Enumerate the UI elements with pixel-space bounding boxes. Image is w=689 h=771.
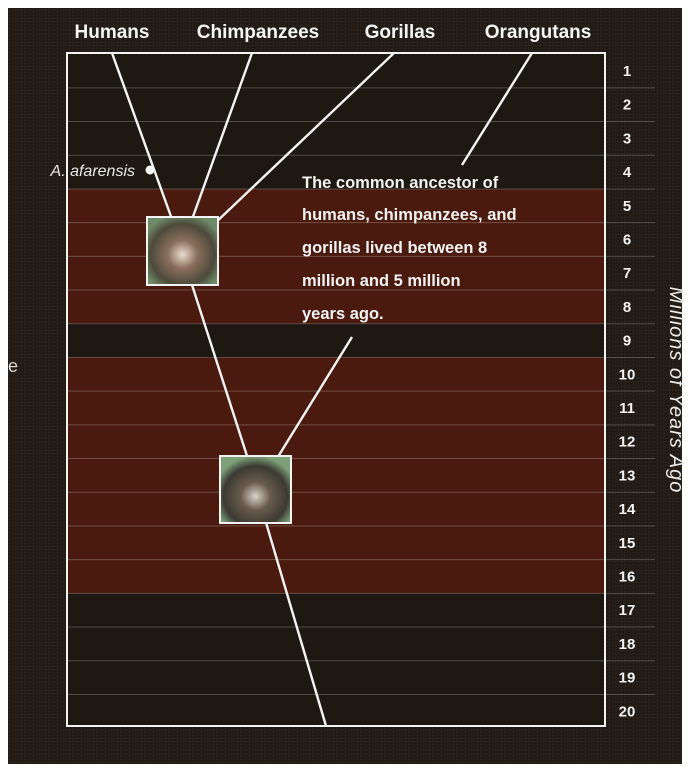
species-label-afarensis: A. afarensis — [50, 163, 135, 180]
annotation-line-4: million and 5 million — [302, 272, 461, 290]
tick-label: 2 — [623, 97, 631, 114]
tick-label: 15 — [619, 535, 636, 552]
label-gorillas: Gorillas — [365, 22, 436, 43]
gridlines — [67, 87, 655, 695]
afarensis-marker — [145, 165, 155, 175]
time-band-2 — [67, 357, 605, 594]
ancestor-thumbnail-1 — [146, 216, 219, 286]
label-chimpanzees: Chimpanzees — [197, 22, 319, 43]
tick-label: 16 — [619, 569, 636, 586]
branches — [110, 52, 534, 727]
tick-label: 9 — [623, 333, 631, 350]
tick-label: 11 — [619, 400, 635, 417]
cropped-edge-text: e — [8, 356, 18, 376]
axis-title: Millions of Years Ago — [665, 287, 687, 494]
branch-hcg-lineage — [182, 259, 259, 488]
annotation-line-1: The common ancestor of — [302, 174, 499, 192]
branch-gorillas — [211, 52, 395, 227]
ancestor-photo-2 — [219, 455, 292, 524]
label-humans: Humans — [75, 22, 150, 43]
tick-label: 18 — [619, 636, 636, 653]
tick-label: 4 — [623, 164, 632, 181]
branch-stem — [255, 491, 328, 727]
tick-label: 7 — [623, 265, 631, 282]
tick-label: 3 — [623, 130, 631, 147]
annotation-line-2: humans, chimpanzees, and — [302, 206, 517, 224]
tick-label: 8 — [623, 299, 631, 316]
tick-label: 17 — [619, 602, 636, 619]
ancestor-photo-1 — [146, 216, 219, 286]
tick-label: 19 — [619, 670, 636, 687]
pointer-ancestor — [274, 336, 354, 461]
label-orangutans: Orangutans — [485, 22, 592, 43]
ancestor-annotation: The common ancestor of humans, chimpanze… — [302, 174, 517, 323]
branch-humans — [110, 52, 184, 248]
annotation-line-5: years ago. — [302, 305, 384, 323]
ancestor-thumbnail-2 — [219, 455, 292, 524]
tick-label: 6 — [623, 232, 631, 249]
timeline-box — [66, 52, 606, 727]
branch-chimpanzees — [184, 52, 254, 237]
tick-label: 5 — [623, 198, 631, 215]
tick-label: 12 — [619, 434, 636, 451]
tick-label: 10 — [619, 366, 636, 383]
tick-label: 20 — [619, 703, 636, 720]
tick-label: 14 — [619, 501, 636, 518]
annotation-line-3: gorillas lived between 8 — [302, 239, 487, 257]
pointer-orangutans — [460, 52, 534, 166]
tick-label: 13 — [619, 467, 636, 484]
time-bands — [67, 53, 605, 726]
tick-label: 1 — [623, 63, 631, 80]
